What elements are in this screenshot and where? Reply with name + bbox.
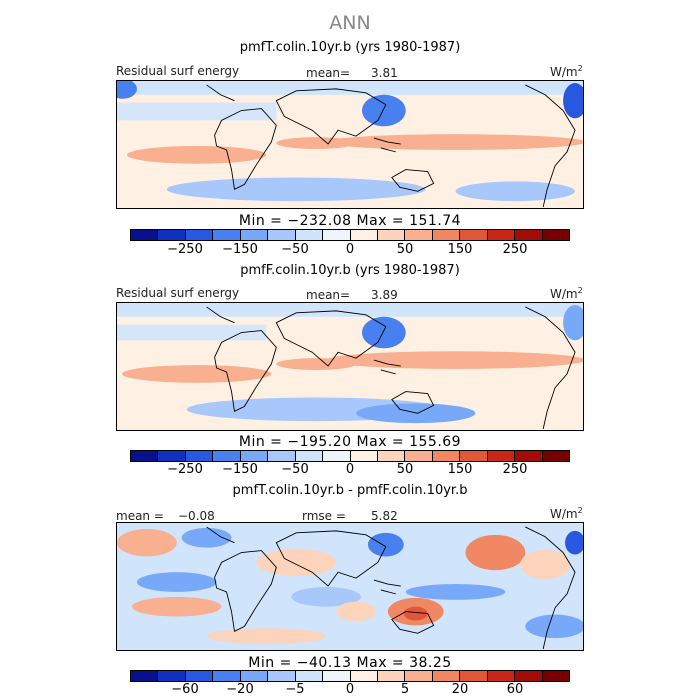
panel2-map xyxy=(116,302,584,431)
colorbar-tick-label: −250 xyxy=(167,462,203,477)
panel2-colorbar xyxy=(130,450,570,462)
colorbar-tick-label: −60 xyxy=(171,682,199,697)
panel1-variable-label: Residual surf energy xyxy=(116,64,240,78)
colorbar-swatch xyxy=(350,230,378,240)
colorbar-swatch xyxy=(542,230,569,240)
colorbar-tick-label: 0 xyxy=(345,462,355,477)
colorbar-swatch xyxy=(268,671,296,681)
colorbar-swatch xyxy=(460,671,488,681)
colorbar-tick-label: 250 xyxy=(502,462,528,477)
colorbar-tick-label: −150 xyxy=(222,462,258,477)
colorbar-swatch xyxy=(515,451,543,461)
colorbar-swatch xyxy=(185,230,214,240)
colorbar-swatch xyxy=(487,671,516,681)
colorbar-swatch xyxy=(131,451,159,461)
panel2-unit-label: W/m2 xyxy=(550,286,583,301)
colorbar-tick-label: −50 xyxy=(281,242,309,257)
colorbar-swatch xyxy=(295,230,324,240)
colorbar-swatch xyxy=(515,230,543,240)
colorbar-swatch xyxy=(185,451,214,461)
panel1-mean-value: 3.81 xyxy=(371,66,398,80)
panel3-rmse-value: 5.82 xyxy=(371,509,398,523)
figure-title: ANN xyxy=(329,12,371,34)
colorbar-swatch xyxy=(515,671,543,681)
panel3-rmse-label: rmse = xyxy=(302,509,346,523)
panel1-mean-label: mean= xyxy=(306,66,351,80)
colorbar-tick-label: −50 xyxy=(281,462,309,477)
colorbar-swatch xyxy=(213,230,241,240)
colorbar-swatch xyxy=(158,671,186,681)
colorbar-tick-label: −150 xyxy=(222,242,258,257)
panel1-colorbar xyxy=(130,229,570,241)
colorbar-swatch xyxy=(323,671,351,681)
colorbar-tick-label: −20 xyxy=(226,682,254,697)
colorbar-swatch xyxy=(240,230,269,240)
colorbar-swatch xyxy=(405,230,433,240)
colorbar-swatch xyxy=(350,451,378,461)
panel3-field xyxy=(117,523,583,650)
colorbar-tick-label: 20 xyxy=(451,682,469,697)
colorbar-swatch xyxy=(131,671,159,681)
panel3-map xyxy=(116,522,584,651)
colorbar-swatch xyxy=(542,671,569,681)
colorbar-tick-label: −5 xyxy=(285,682,305,697)
colorbar-swatch xyxy=(158,451,186,461)
colorbar-tick-label: 50 xyxy=(396,462,414,477)
colorbar-tick-label: 0 xyxy=(345,242,355,257)
colorbar-swatch xyxy=(432,230,461,240)
colorbar-swatch xyxy=(240,671,269,681)
colorbar-swatch xyxy=(377,230,406,240)
panel1-field xyxy=(117,81,583,208)
colorbar-swatch xyxy=(432,451,461,461)
colorbar-tick-label: 50 xyxy=(396,242,414,257)
colorbar-swatch xyxy=(213,671,241,681)
colorbar-tick-label: 60 xyxy=(506,682,524,697)
colorbar-swatch xyxy=(268,451,296,461)
colorbar-swatch xyxy=(460,230,488,240)
panel3-case-title: pmfT.colin.10yr.b - pmfF.colin.10yr.b xyxy=(232,483,468,498)
panel3-colorbar xyxy=(130,670,570,682)
colorbar-swatch xyxy=(350,671,378,681)
panel1-min-max: Min = −232.08 Max = 151.74 xyxy=(238,213,462,229)
panel2-field xyxy=(117,303,583,430)
panel1-case-title: pmfT.colin.10yr.b (yrs 1980-1987) xyxy=(239,40,461,55)
colorbar-swatch xyxy=(487,230,516,240)
colorbar-tick-label: −250 xyxy=(167,242,203,257)
colorbar-swatch xyxy=(405,451,433,461)
colorbar-swatch xyxy=(240,451,269,461)
colorbar-swatch xyxy=(377,671,406,681)
colorbar-swatch xyxy=(377,451,406,461)
colorbar-swatch xyxy=(131,230,159,240)
panel3-unit-label: W/m2 xyxy=(550,506,583,521)
colorbar-swatch xyxy=(323,230,351,240)
colorbar-swatch xyxy=(213,451,241,461)
colorbar-swatch xyxy=(460,451,488,461)
panel3-mean-label: mean = xyxy=(116,509,164,523)
colorbar-swatch xyxy=(405,671,433,681)
colorbar-swatch xyxy=(323,451,351,461)
panel1-map xyxy=(116,80,584,209)
colorbar-swatch xyxy=(487,451,516,461)
colorbar-swatch xyxy=(268,230,296,240)
panel2-mean-label: mean= xyxy=(306,288,351,302)
colorbar-tick-label: 150 xyxy=(447,462,473,477)
panel2-min-max: Min = −195.20 Max = 155.69 xyxy=(238,434,462,450)
colorbar-swatch xyxy=(432,671,461,681)
colorbar-swatch xyxy=(542,451,569,461)
panel2-mean-value: 3.89 xyxy=(371,288,398,302)
panel2-variable-label: Residual surf energy xyxy=(116,286,240,300)
panel3-min-max: Min = −40.13 Max = 38.25 xyxy=(248,655,452,671)
colorbar-swatch xyxy=(158,230,186,240)
colorbar-tick-label: 5 xyxy=(400,682,410,697)
panel1-unit-label: W/m2 xyxy=(550,64,583,79)
panel3-mean-value: −0.08 xyxy=(178,509,215,523)
colorbar-swatch xyxy=(295,451,324,461)
colorbar-swatch xyxy=(295,671,324,681)
colorbar-swatch xyxy=(185,671,214,681)
panel2-case-title: pmfF.colin.10yr.b (yrs 1980-1987) xyxy=(240,263,460,278)
colorbar-tick-label: 250 xyxy=(502,242,528,257)
colorbar-tick-label: 150 xyxy=(447,242,473,257)
colorbar-tick-label: 0 xyxy=(345,682,355,697)
